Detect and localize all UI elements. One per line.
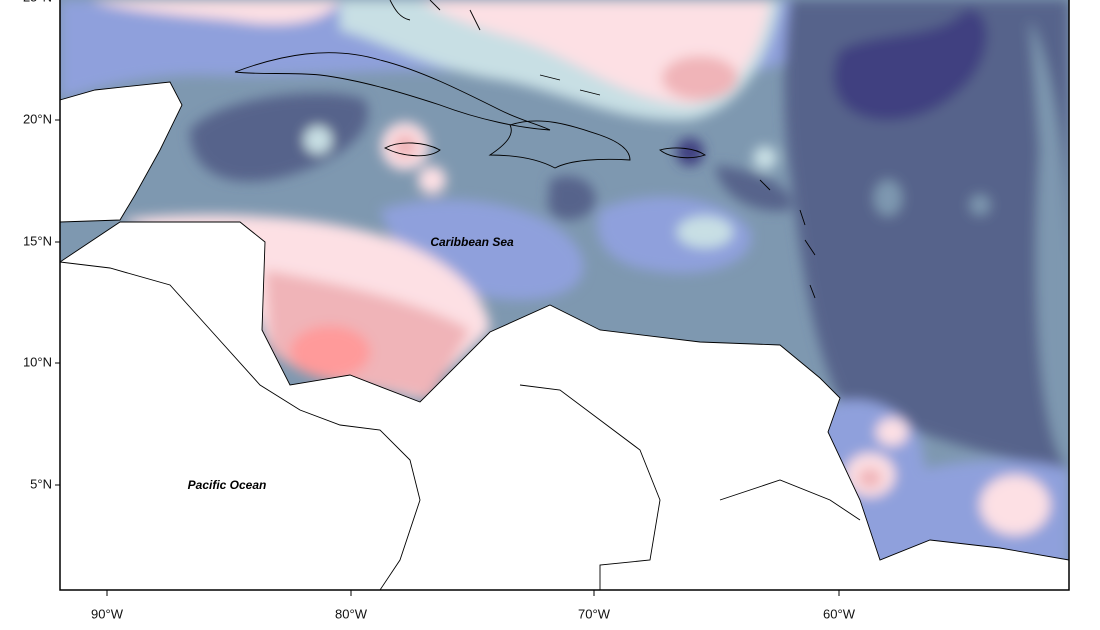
contour-salmon <box>290 326 370 378</box>
contour-mid <box>1030 20 1069 470</box>
lat-label: 15°N <box>23 233 52 248</box>
lat-label: 5°N <box>30 476 52 491</box>
contour-dark <box>676 138 704 166</box>
contours <box>60 0 1069 590</box>
contour-pink-light <box>90 0 340 24</box>
coast-cuba <box>234 52 551 131</box>
contour-light <box>304 126 332 154</box>
coast-hispaniola <box>488 120 631 169</box>
places: Atlantic Ocean Caribbean Sea Pacific Ocean <box>188 0 880 492</box>
frame <box>59 0 1070 591</box>
contour-navy <box>784 0 1069 470</box>
coast-jamaica <box>384 142 441 157</box>
lon-label: 80°W <box>335 606 368 621</box>
place-label: Pacific Ocean <box>188 478 267 492</box>
contour-dark <box>833 9 987 121</box>
contour-mid <box>874 180 902 216</box>
lon-label: 60°W <box>823 606 856 621</box>
lat-label: 20°N <box>23 111 52 126</box>
lat-label: 10°N <box>23 354 52 369</box>
lon-label: 90°W <box>91 606 124 621</box>
coast-puerto-rico <box>659 147 706 159</box>
lon-axis: 90°W 80°W 70°W 60°W <box>91 590 856 621</box>
land-south <box>60 221 1069 590</box>
contour-pink <box>858 468 882 488</box>
coast-islands <box>429 0 816 299</box>
border <box>519 384 661 590</box>
contour-light <box>677 216 733 248</box>
border <box>719 479 861 521</box>
contour-light <box>753 146 777 170</box>
place-label: Atlantic Ocean <box>795 0 880 3</box>
lat-axis: 25°N 20°N 15°N 10°N 5°N <box>23 0 60 491</box>
place-label: Caribbean Sea <box>430 235 514 249</box>
contour-pink-light <box>876 418 908 446</box>
border <box>60 261 421 590</box>
contour-navy <box>548 176 596 220</box>
contour-navy <box>715 165 792 211</box>
land-yucatan <box>60 81 183 223</box>
contour-pink-light <box>980 475 1050 535</box>
lon-label: 70°W <box>578 606 611 621</box>
field <box>60 0 1069 590</box>
contour-pink <box>393 134 417 158</box>
lat-label: 25°N <box>23 0 52 4</box>
contour-periwinkle <box>597 196 752 274</box>
contour-mid <box>970 195 990 215</box>
contour-pink <box>662 56 738 100</box>
coast-florida <box>389 0 411 21</box>
contour-pink-light <box>418 166 446 194</box>
contour-navy <box>190 93 369 182</box>
